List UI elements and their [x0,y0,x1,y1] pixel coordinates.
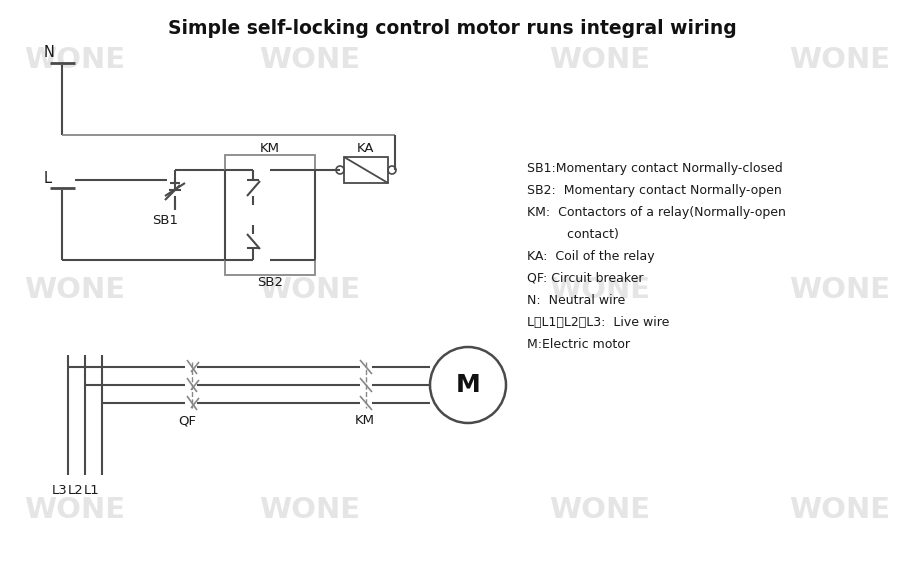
Text: contact): contact) [527,227,618,241]
Text: WONE: WONE [259,276,360,304]
Text: SB2:  Momentary contact Normally-open: SB2: Momentary contact Normally-open [527,183,781,197]
Text: L1: L1 [84,484,99,496]
Text: WONE: WONE [788,46,889,74]
Text: L、L1、L2、L3:  Live wire: L、L1、L2、L3: Live wire [527,316,668,328]
Text: WONE: WONE [259,496,360,524]
Text: WONE: WONE [24,276,125,304]
Text: KM: KM [260,142,280,154]
Text: WONE: WONE [548,496,649,524]
Text: KA: KA [357,142,374,154]
Text: KM: KM [354,415,374,427]
Text: WONE: WONE [548,46,649,74]
Text: WONE: WONE [24,46,125,74]
Text: WONE: WONE [548,276,649,304]
Text: N:  Neutral wire: N: Neutral wire [527,293,624,306]
Text: QF: QF [178,415,196,427]
Text: KM:  Contactors of a relay(Normally-open: KM: Contactors of a relay(Normally-open [527,205,785,219]
Text: WONE: WONE [788,496,889,524]
Text: Simple self-locking control motor runs integral wiring: Simple self-locking control motor runs i… [168,19,735,38]
Text: KA:  Coil of the relay: KA: Coil of the relay [527,249,654,263]
Text: L3: L3 [52,484,68,496]
Text: M:Electric motor: M:Electric motor [527,338,630,350]
Text: N: N [44,45,55,60]
Text: M: M [456,373,480,397]
Text: SB1:Momentary contact Normally-closed: SB1:Momentary contact Normally-closed [527,161,782,175]
Text: WONE: WONE [259,46,360,74]
Text: L2: L2 [68,484,84,496]
Text: L: L [44,171,52,186]
Text: WONE: WONE [24,496,125,524]
Text: SB1: SB1 [152,213,178,227]
Text: SB2: SB2 [257,276,282,288]
Text: WONE: WONE [788,276,889,304]
Text: QF: Circuit breaker: QF: Circuit breaker [527,271,643,285]
